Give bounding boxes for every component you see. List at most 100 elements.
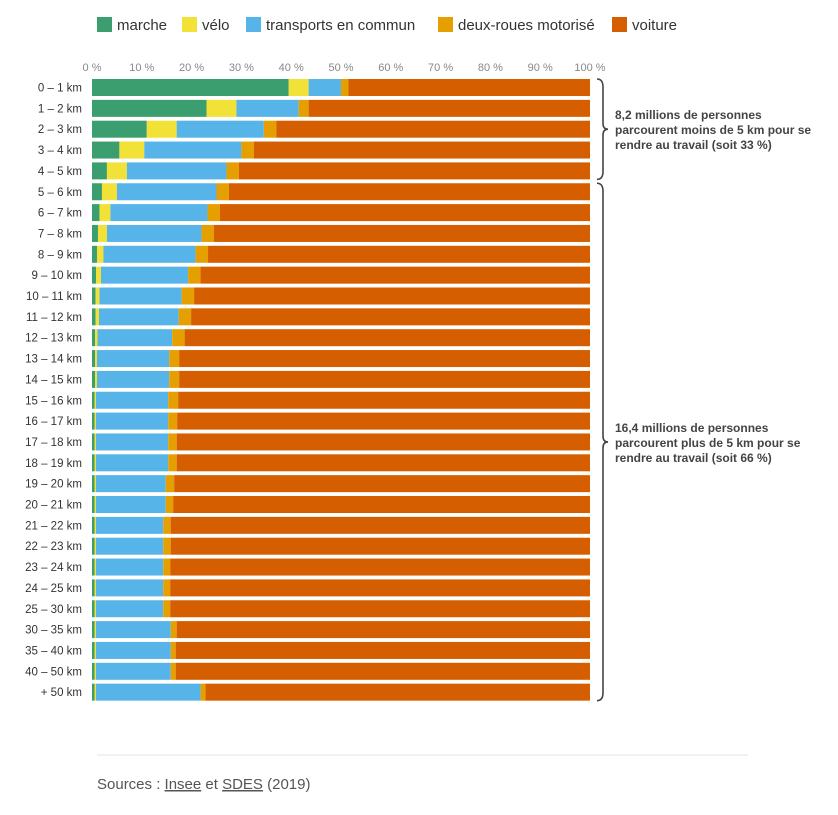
bar-segment — [94, 350, 97, 368]
source-note: Sources : Insee et SDES (2019) — [97, 776, 310, 793]
bar-segment — [174, 475, 591, 493]
bar-segment — [172, 329, 185, 347]
bar-segment — [92, 141, 120, 159]
annotation-text: parcourent plus de 5 km pour se — [615, 436, 801, 450]
source-middle: et — [201, 776, 222, 793]
bar-segment — [92, 662, 95, 680]
legend-label: vélo — [202, 17, 230, 34]
legend-label: deux-roues motorisé — [458, 17, 595, 34]
bar-segment — [168, 433, 177, 451]
category-label: 19 – 20 km — [25, 479, 82, 491]
bar-segment — [95, 287, 100, 305]
bar-segment — [92, 454, 95, 472]
bar-segment — [170, 600, 590, 618]
bar-segment — [95, 475, 166, 493]
bar-segment — [169, 370, 180, 388]
bar-segment — [146, 120, 177, 138]
bar-segment — [92, 329, 95, 347]
bar-segment — [94, 329, 98, 347]
category-label: 17 – 18 km — [25, 437, 82, 449]
bar-segment — [163, 579, 171, 597]
bar-segment — [170, 579, 590, 597]
bar-segment — [95, 621, 171, 639]
bar-segment — [144, 141, 242, 159]
bar-segment — [98, 308, 179, 326]
bar-segment — [94, 516, 96, 534]
legend-swatch — [612, 17, 627, 32]
bar-segment — [165, 475, 175, 493]
bar-segment — [92, 558, 95, 576]
bar-segment — [92, 621, 95, 639]
brace — [596, 78, 609, 181]
bar-segment — [95, 308, 99, 326]
x-tick-label: 60 % — [378, 62, 403, 74]
bar-segment — [163, 600, 171, 618]
bars: 0 – 1 km 1 – 2 km 2 – 3 km 3 – 4 km 4 – 5 km… — [25, 79, 591, 701]
bar-segment — [94, 454, 96, 472]
bar-segment — [92, 496, 95, 513]
bar-segment — [96, 370, 170, 388]
bar-segment — [95, 391, 169, 409]
bar-segment — [236, 99, 299, 117]
bar-segment — [208, 245, 590, 263]
legend-item: voiture — [612, 17, 677, 34]
bar-segment — [188, 266, 201, 284]
bar-segment — [341, 79, 349, 96]
bar-segment — [92, 537, 95, 555]
x-tick-label: 80 % — [478, 62, 503, 74]
bar-segment — [92, 641, 95, 659]
annotation-text: rendre au travail (soit 66 %) — [615, 451, 772, 465]
x-tick-label: 10 % — [129, 62, 154, 74]
legend-label: marche — [117, 17, 167, 34]
bar-segment — [126, 162, 227, 180]
brace — [596, 182, 609, 702]
bar-segment — [94, 641, 96, 659]
bar-segment — [238, 162, 590, 180]
category-label: 3 – 4 km — [38, 145, 82, 157]
category-label: 14 – 15 km — [25, 374, 82, 386]
bar-segment — [200, 266, 590, 284]
bar-segment — [288, 79, 309, 96]
bar-segment — [92, 204, 100, 222]
bar-segment — [97, 329, 173, 347]
bar-segment — [106, 224, 202, 242]
legend-item: deux-roues motorisé — [438, 17, 595, 34]
bar-segment — [92, 683, 95, 701]
bar-segment — [94, 600, 96, 618]
bar-segment — [95, 516, 164, 534]
bar-segment — [179, 370, 590, 388]
bar-segment — [92, 99, 207, 117]
bar-segment — [99, 204, 111, 222]
bar-segment — [170, 641, 176, 659]
category-label: 21 – 22 km — [25, 520, 82, 532]
bar-segment — [92, 516, 95, 534]
category-label: 18 – 19 km — [25, 458, 82, 470]
bar-segment — [92, 245, 97, 263]
bar-segment — [168, 412, 178, 430]
legend-swatch — [438, 17, 453, 32]
bar-segment — [176, 454, 590, 472]
category-label: 20 – 21 km — [25, 500, 82, 512]
bar-segment — [97, 224, 107, 242]
bar-segment — [163, 537, 171, 555]
x-tick-label: 30 % — [229, 62, 254, 74]
legend-swatch — [97, 17, 112, 32]
bar-segment — [92, 120, 147, 138]
bar-segment — [170, 516, 590, 534]
legend: marche vélo transports en commun deux-roues… — [97, 17, 677, 34]
bar-segment — [194, 287, 590, 305]
bar-segment — [119, 141, 145, 159]
bar-segment — [95, 537, 164, 555]
source-link-sdes[interactable]: SDES — [222, 776, 263, 793]
bar-segment — [200, 683, 206, 701]
bar-segment — [92, 183, 102, 201]
annotation-text: rendre au travail (soit 33 %) — [615, 138, 772, 152]
bar-segment — [253, 141, 590, 159]
bar-segment — [96, 245, 104, 263]
bar-segment — [163, 558, 171, 576]
source-link-insee[interactable]: Insee — [165, 776, 202, 793]
bar-segment — [170, 621, 177, 639]
bar-segment — [95, 600, 164, 618]
category-label: 30 – 35 km — [25, 625, 82, 637]
